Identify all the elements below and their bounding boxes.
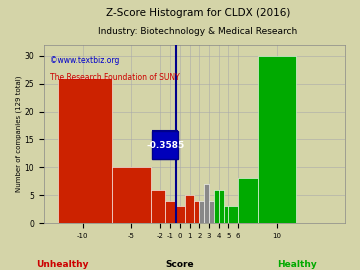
Text: Industry: Biotechnology & Medical Research: Industry: Biotechnology & Medical Resear…: [98, 27, 298, 36]
FancyBboxPatch shape: [152, 131, 178, 159]
Bar: [219, 190, 224, 223]
Text: Z-Score Histogram for CLDX (2016): Z-Score Histogram for CLDX (2016): [106, 8, 290, 18]
Text: -0.3585: -0.3585: [146, 141, 184, 150]
Text: Unhealthy: Unhealthy: [36, 260, 89, 269]
Bar: [175, 206, 185, 223]
Bar: [209, 201, 214, 223]
Bar: [150, 190, 165, 223]
Bar: [199, 201, 204, 223]
Bar: [214, 190, 219, 223]
Bar: [185, 195, 194, 223]
Bar: [228, 206, 238, 223]
Bar: [112, 167, 150, 223]
Bar: [58, 78, 112, 223]
Bar: [257, 56, 296, 223]
Bar: [224, 206, 228, 223]
Bar: [238, 178, 257, 223]
Bar: [194, 201, 199, 223]
Text: ©www.textbiz.org: ©www.textbiz.org: [50, 56, 119, 65]
Text: Healthy: Healthy: [277, 260, 317, 269]
Text: Score: Score: [166, 260, 194, 269]
Bar: [204, 184, 209, 223]
Bar: [165, 201, 175, 223]
Y-axis label: Number of companies (129 total): Number of companies (129 total): [15, 76, 22, 192]
Text: The Research Foundation of SUNY: The Research Foundation of SUNY: [50, 73, 180, 82]
